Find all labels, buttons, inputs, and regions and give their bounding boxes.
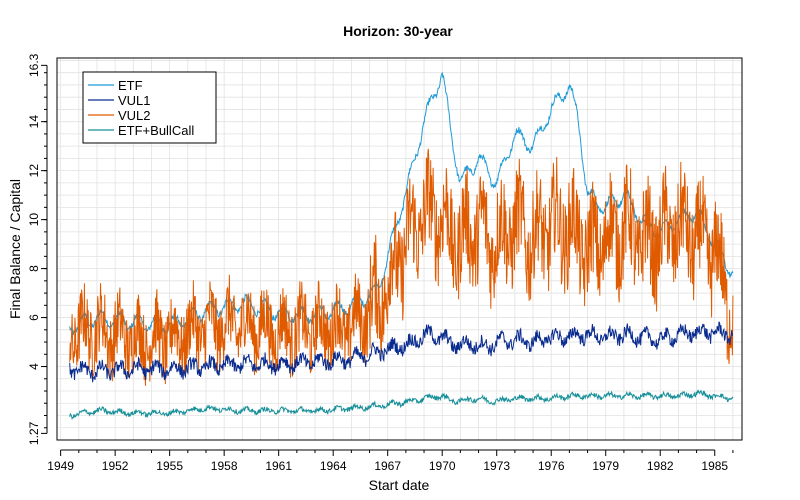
legend-label: ETF+BullCall — [118, 123, 194, 138]
x-tick-label: 1979 — [592, 459, 619, 473]
x-tick-label: 1961 — [265, 459, 292, 473]
y-tick-label: 10 — [27, 213, 41, 227]
x-tick-label: 1985 — [701, 459, 728, 473]
x-axis: 1949 1952 1955 1958 1961 1964 1967 1970 1973 1976… — [47, 449, 734, 473]
y-tick-label: 8 — [27, 265, 41, 272]
chart-title: Horizon: 30-year — [343, 23, 453, 39]
x-tick-label: 1973 — [483, 459, 510, 473]
legend-label: ETF — [118, 78, 143, 93]
y-tick-label: 12 — [27, 164, 41, 178]
plot-frame — [56, 57, 743, 441]
x-tick-label: 1955 — [156, 459, 183, 473]
series-line-etf-bullcall — [69, 389, 734, 421]
x-tick-label: 1982 — [647, 459, 674, 473]
x-tick-label: 1958 — [211, 459, 238, 473]
y-axis: 1.27 4 6 8 10 12 14 16.3 — [27, 53, 48, 445]
legend-label: VUL2 — [118, 108, 151, 123]
plot-series — [69, 71, 734, 421]
y-tick-label: 16.3 — [27, 53, 41, 77]
series-line-vul1 — [69, 321, 734, 383]
x-tick-label: 1952 — [102, 459, 129, 473]
x-tick-label: 1970 — [429, 459, 456, 473]
y-tick-label: 1.27 — [27, 421, 41, 445]
legend-box — [82, 71, 217, 144]
legend-label: VUL1 — [118, 93, 151, 108]
y-tick-label: 6 — [27, 314, 41, 321]
y-tick-label: 4 — [27, 363, 41, 370]
y-axis-label: Final Balance / Capital — [7, 179, 23, 319]
x-tick-label: 1967 — [374, 459, 401, 473]
y-tick-label: 14 — [27, 115, 41, 129]
series-line-etf — [69, 71, 734, 336]
x-tick-label: 1964 — [320, 459, 347, 473]
x-tick-label: 1949 — [47, 459, 74, 473]
series-line-vul2 — [69, 148, 734, 386]
x-tick-label: 1976 — [538, 459, 565, 473]
x-axis-label: Start date — [369, 477, 430, 493]
